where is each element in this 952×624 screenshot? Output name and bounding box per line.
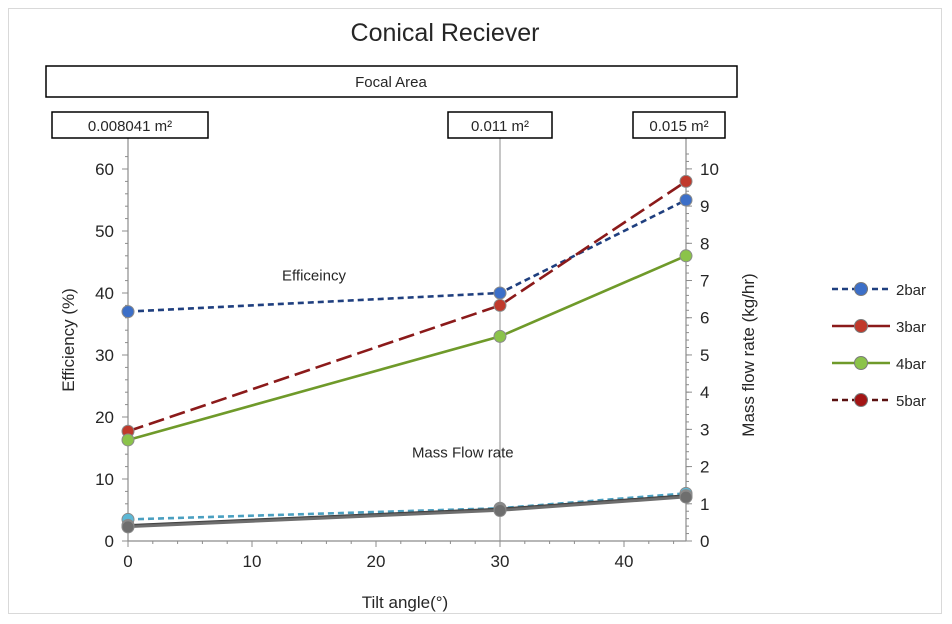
y-right-tick-label: 3 [700,420,709,439]
legend-marker-2bar [854,282,868,296]
efficiency-series-3bar-line [127,180,687,433]
y-right-tick-label: 10 [700,160,719,179]
focal-area-value: 0.011 m² [471,118,529,135]
y-left-tick-label: 0 [105,532,114,551]
focal-area-label: Focal Area [355,74,427,91]
y-right-tick-label: 2 [700,458,709,477]
legend-marker-5bar [854,393,868,407]
focal-area-box [447,111,553,139]
efficiency-series-2bar-point [121,305,135,319]
x-tick-label: 20 [367,552,386,571]
y-right-tick-label: 4 [700,383,709,402]
focal-area-box [51,111,209,139]
focal-area-value: 0.015 m² [649,118,708,135]
y-right-tick-label: 6 [700,309,709,328]
legend-marker-4bar [854,356,868,370]
mass-flow-series-3-point [493,503,507,517]
efficiency-series-4bar-point [493,329,507,343]
legend-label-3bar: 3bar [896,319,926,336]
efficiency-series-2bar-point [679,193,693,207]
y-left-tick-label: 10 [95,470,114,489]
focal-area-banner [45,65,738,98]
y-right-tick-label: 1 [700,495,709,514]
legend-label-5bar: 5bar [896,393,926,410]
mass-flow-annotation: Mass Flow rate [412,444,514,461]
y-axis-left-label: Efficiency (%) [59,288,78,392]
chart-frame [8,8,942,614]
y-right-tick-label: 9 [700,197,709,216]
mass-flow-series-3-point [121,520,135,534]
efficiency-series-4bar-line [127,254,687,442]
y-left-tick-label: 30 [95,346,114,365]
y-left-tick-label: 50 [95,222,114,241]
mass-flow-series-3-point [679,490,693,504]
legend-label-2bar: 2bar [896,282,926,299]
x-tick-label: 10 [243,552,262,571]
efficiency-annotation: Efficeincy [282,268,346,285]
y-right-tick-label: 7 [700,272,709,291]
focal-area-box [632,111,726,139]
legend-label-4bar: 4bar [896,356,926,373]
y-left-tick-label: 40 [95,284,114,303]
efficiency-series-3bar-point [679,174,693,188]
efficiency-series-4bar-point [121,433,135,447]
efficiency-series-3bar-point [493,298,507,312]
x-axis-label: Tilt angle(°) [362,593,448,612]
y-right-tick-label: 0 [700,532,709,551]
y-right-tick-label: 5 [700,346,709,365]
y-left-tick-label: 60 [95,160,114,179]
focal-area-value: 0.008041 m² [88,118,172,135]
efficiency-series-4bar-point [679,249,693,263]
efficiency-series-2bar-line [127,198,687,313]
efficiency-series-2bar-point [493,286,507,300]
chart-title: Conical Reciever [351,19,540,47]
x-tick-label: 0 [123,552,132,571]
legend-marker-3bar [854,319,868,333]
y-axis-right-label: Mass flow rate (kg/hr) [739,273,758,436]
x-tick-label: 30 [491,552,510,571]
y-left-tick-label: 20 [95,408,114,427]
x-tick-label: 40 [615,552,634,571]
y-right-tick-label: 8 [700,234,709,253]
